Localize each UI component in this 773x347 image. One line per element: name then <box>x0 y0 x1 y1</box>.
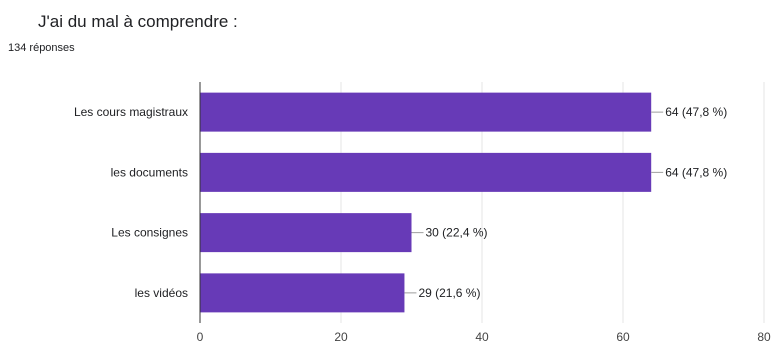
data-label: 29 (21,6 %) <box>418 286 480 300</box>
bar <box>200 213 412 253</box>
x-tick-label: 20 <box>334 330 348 344</box>
data-label: 64 (47,8 %) <box>665 105 727 119</box>
data-label: 30 (22,4 %) <box>426 226 488 240</box>
bar <box>200 92 652 132</box>
bars <box>200 92 652 313</box>
x-tick-label: 40 <box>475 330 489 344</box>
question-title: J'ai du mal à comprendre : <box>38 12 238 31</box>
labels: 0 20 40 60 80 Les cours magistraux 64 (47,8 %)… <box>74 105 771 344</box>
x-tick-label: 80 <box>757 330 771 344</box>
bar <box>200 152 652 192</box>
x-tick-label: 60 <box>616 330 630 344</box>
category-label: Les consignes <box>111 226 188 240</box>
response-count: 134 réponses <box>8 42 75 54</box>
bar <box>200 273 405 313</box>
category-label: les vidéos <box>135 286 188 300</box>
data-label: 64 (47,8 %) <box>665 165 727 179</box>
category-label: les documents <box>111 165 188 179</box>
category-label: Les cours magistraux <box>74 105 188 119</box>
x-tick-label: 0 <box>197 330 204 344</box>
